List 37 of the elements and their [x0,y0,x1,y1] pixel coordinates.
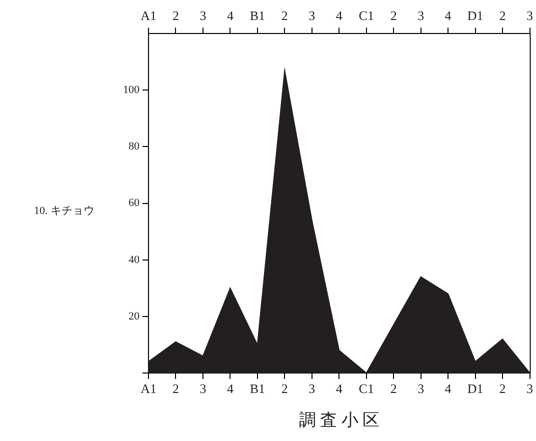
category-label: 4 [336,8,342,24]
y-tick-label: 60 [128,197,140,210]
x-tick-label: A1 [140,381,156,396]
x-tick-label: 3 [200,381,206,396]
category-label: B1 [250,8,266,24]
category-label: A1 [140,8,156,24]
x-tick-label: 2 [281,381,288,396]
category-label: 2 [172,8,179,24]
category-label: D1 [467,8,484,24]
category-label: 4 [444,8,452,24]
category-label: 3 [526,8,533,24]
y-tick-label: 80 [128,140,140,153]
category-label: 3 [200,8,206,24]
category-label: 2 [390,8,397,24]
category-label: 3 [418,8,424,24]
x-tick-label: 2 [172,381,179,396]
category-label: 2 [499,8,506,24]
x-tick-label: 4 [444,381,452,396]
category-label: 3 [308,8,316,24]
y-axis-title: 10. キチョウ [34,205,94,218]
category-label: 4 [226,8,234,24]
y-tick-label: 20 [128,310,140,322]
y-tick-label: 100 [123,84,140,96]
x-tick-label: B1 [250,381,266,396]
x-tick-label: 2 [390,381,397,396]
x-tick-label: 3 [308,381,316,396]
x-axis-title: 調 査 小 区 [298,410,380,430]
x-tick-label: D1 [467,381,484,396]
x-tick-label: 3 [526,381,533,396]
x-tick-label: C1 [358,381,374,396]
x-tick-label: 3 [418,381,424,396]
x-tick-label: 2 [499,381,506,396]
category-label: 2 [281,8,288,24]
category-label: C1 [358,8,374,24]
x-tick-label: 4 [336,381,343,396]
x-tick-label: 4 [226,381,234,396]
y-tick-label: 40 [128,254,140,266]
